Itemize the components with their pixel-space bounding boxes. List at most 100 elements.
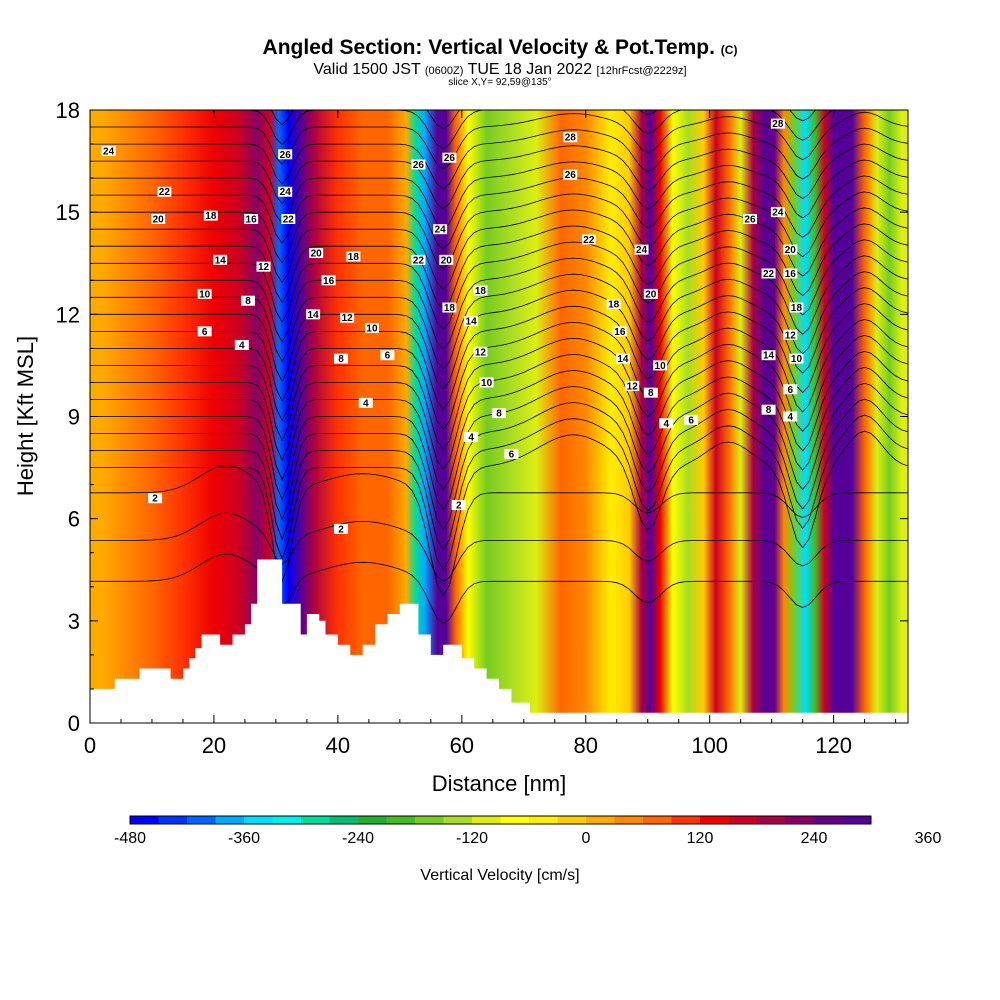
y-tick-label: 9 — [68, 405, 80, 430]
theta-contour-line — [90, 465, 908, 597]
contour-label: 26 — [280, 150, 292, 161]
colorbar-swatch — [215, 816, 245, 824]
colorbar-swatch — [358, 816, 387, 824]
colorbar-swatch — [301, 816, 330, 824]
contour-label-box — [563, 169, 578, 180]
contour-label-box — [783, 244, 798, 255]
contour-label: 20 — [645, 289, 657, 300]
contour-label: 18 — [475, 286, 487, 297]
colorbar-swatch — [329, 816, 359, 824]
x-tick-label: 120 — [815, 733, 852, 758]
x-tick-label: 80 — [574, 733, 598, 758]
chart-title-text: Angled Section: Vertical Velocity & Pot.… — [262, 36, 715, 59]
colorbar-swatch — [272, 816, 302, 824]
contour-label-box — [473, 285, 488, 296]
colorbar-tick-label: 360 — [915, 830, 942, 847]
colorbar-swatch — [700, 816, 729, 824]
contour-label: 8 — [496, 409, 502, 420]
colorbar-swatch — [614, 816, 644, 824]
contour-label-box — [333, 353, 348, 364]
contour-label: 12 — [785, 330, 797, 341]
colorbar-swatch — [557, 816, 587, 824]
contour-label-box — [439, 254, 454, 265]
valid-zulu: (0600Z) — [424, 65, 464, 77]
contour-label-box — [625, 380, 640, 391]
colorbar-tick-label: -240 — [342, 830, 374, 847]
contour-label-box — [340, 312, 355, 323]
contour-label: 2 — [456, 501, 462, 512]
colorbar-swatch — [158, 816, 188, 824]
contour-label-box — [464, 316, 479, 327]
y-axis-label: Height [Kft MSL] — [13, 336, 38, 496]
contour-label: 10 — [655, 361, 667, 372]
contour-label-box — [659, 418, 674, 429]
potential-temperature-contours — [90, 110, 908, 625]
contour-label-box — [241, 295, 256, 306]
colorbar-tick-label: -480 — [114, 830, 146, 847]
theta-contour-line — [90, 303, 908, 410]
contour-label-box — [504, 448, 519, 459]
contour-label: 26 — [565, 170, 577, 181]
contour-label-box — [783, 411, 798, 422]
theta-contour-line — [90, 127, 908, 190]
contour-label: 14 — [763, 351, 775, 362]
contour-label: 26 — [413, 160, 425, 171]
colorbar-frame — [129, 815, 872, 825]
contour-label: 28 — [565, 133, 577, 144]
colorbar: -480 -360 -240 -120 0 120 240 360 — [114, 815, 942, 847]
contour-label: 16 — [785, 269, 797, 280]
colorbar-swatch — [842, 816, 872, 824]
theta-contour-line — [90, 207, 908, 290]
colorbar-label: Vertical Velocity [cm/s] — [420, 867, 579, 884]
contour-label-box — [411, 159, 426, 170]
contour-label: 14 — [466, 317, 478, 328]
colorbar-tick-label: 240 — [801, 830, 828, 847]
contour-label: 14 — [617, 354, 629, 365]
colorbar-swatch — [814, 816, 843, 824]
contour-label-box — [742, 213, 757, 224]
colorbar-swatch — [130, 816, 159, 824]
contour-label-box — [321, 275, 336, 286]
contour-label: 6 — [385, 351, 391, 362]
contour-label-box — [278, 149, 293, 160]
theta-contour-line — [90, 159, 908, 230]
contour-label-box — [346, 251, 361, 262]
contour-label: 28 — [772, 119, 784, 130]
x-tick-label: 60 — [450, 733, 474, 758]
contour-label-box — [364, 322, 379, 333]
colorbar-swatch — [728, 816, 758, 824]
colorbar-swatch — [187, 816, 216, 824]
y-tick-label: 18 — [56, 98, 80, 123]
theta-contour-line — [90, 512, 908, 582]
colorbar-tick-label: -120 — [456, 830, 488, 847]
contour-label-box — [451, 500, 466, 511]
contour-label-box — [563, 132, 578, 143]
contour-label-box — [634, 244, 649, 255]
contour-label-box — [492, 408, 506, 419]
colorbar-swatch — [386, 816, 416, 824]
y-tick-label: 6 — [68, 507, 80, 532]
terrain-silhouette — [90, 559, 908, 723]
contour-label: 22 — [583, 235, 595, 246]
contour-label-box — [203, 210, 218, 221]
contour-label: 24 — [103, 146, 115, 157]
contour-label: 4 — [239, 340, 245, 351]
contour-label-box — [157, 186, 172, 197]
theta-contour-line — [90, 430, 908, 571]
contour-label: 12 — [342, 313, 354, 324]
colorbar-swatch — [415, 816, 444, 824]
x-tick-label: 40 — [326, 733, 350, 758]
contour-label: 22 — [159, 187, 171, 198]
contour-label-box — [213, 254, 228, 265]
colorbar-swatch — [529, 816, 558, 824]
colorbar-swatch — [500, 816, 530, 824]
colorbar-tick-label: 120 — [687, 830, 714, 847]
contour-label: 10 — [791, 354, 803, 365]
contour-label: 18 — [205, 211, 217, 222]
contour-label-box — [148, 493, 163, 504]
contour-label: 24 — [435, 225, 447, 236]
contour-label: 26 — [444, 153, 456, 164]
colorbar-swatch — [643, 816, 672, 824]
